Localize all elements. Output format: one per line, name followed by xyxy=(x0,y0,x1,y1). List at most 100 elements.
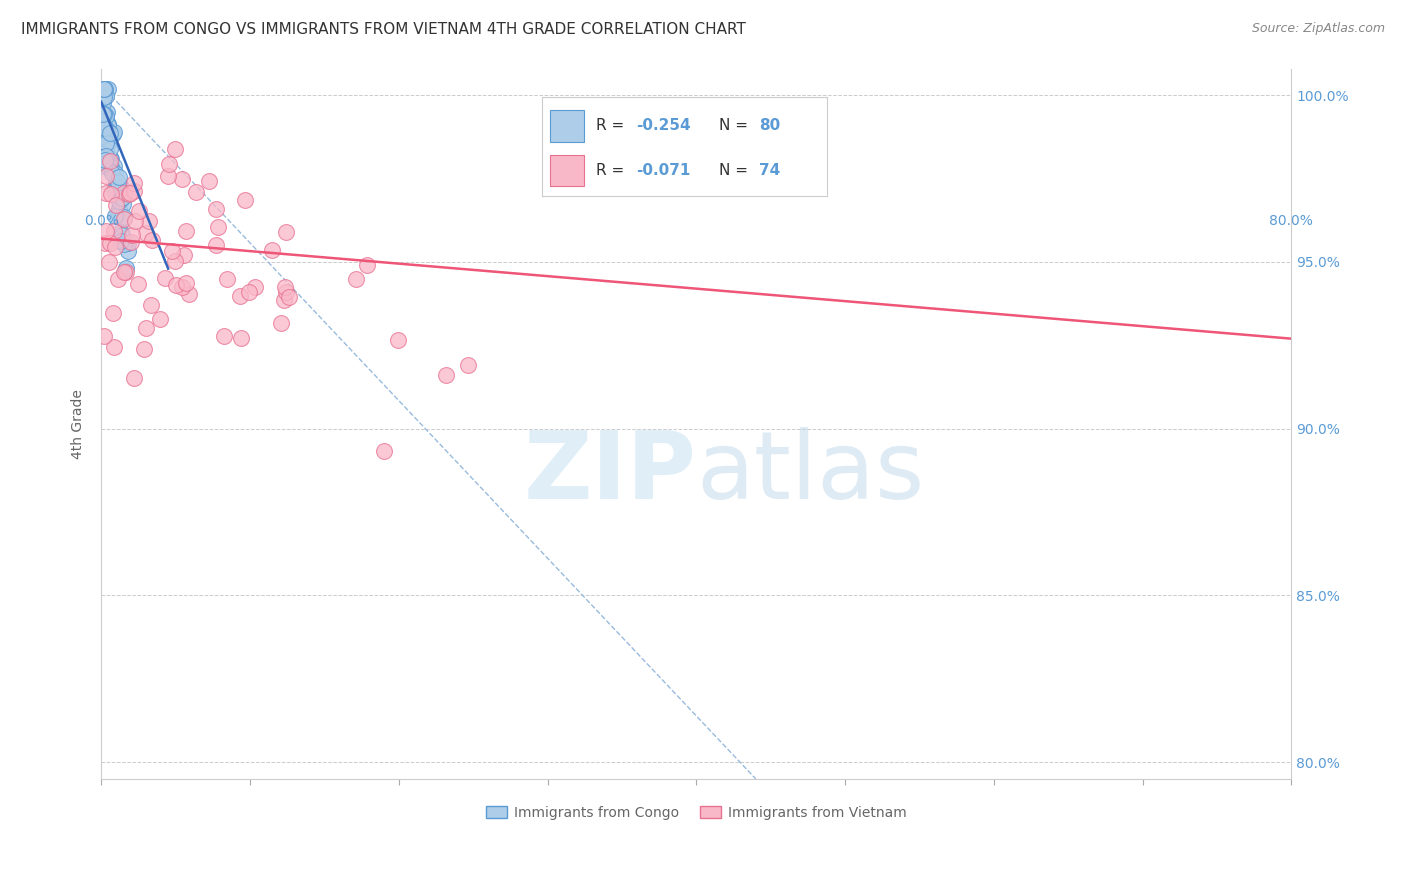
Point xyxy=(120,186,142,200)
Point xyxy=(101,306,124,320)
Point xyxy=(93,81,115,95)
Point xyxy=(104,181,127,195)
Point xyxy=(96,123,118,137)
Point xyxy=(93,90,115,104)
Point xyxy=(198,174,221,188)
Point xyxy=(107,175,129,189)
Point xyxy=(111,181,134,195)
Point xyxy=(107,202,129,217)
Point xyxy=(344,271,367,285)
Point xyxy=(457,359,479,373)
Point xyxy=(127,277,149,292)
Point xyxy=(93,235,115,250)
Point xyxy=(217,272,239,286)
Point xyxy=(110,180,132,194)
Point xyxy=(103,125,125,139)
Point xyxy=(112,186,135,201)
Point xyxy=(93,127,115,141)
Point xyxy=(104,240,127,254)
Point xyxy=(173,248,195,262)
Point xyxy=(104,198,127,212)
Point xyxy=(91,96,114,111)
Point xyxy=(97,120,120,134)
Point xyxy=(107,272,129,286)
Point xyxy=(207,219,229,234)
Point xyxy=(96,160,118,174)
Point xyxy=(103,160,125,174)
Point xyxy=(94,224,117,238)
Point xyxy=(94,149,117,163)
Point xyxy=(96,169,118,183)
Point xyxy=(156,169,179,184)
Text: ZIP: ZIP xyxy=(523,427,696,519)
Point xyxy=(214,329,236,343)
Point xyxy=(120,235,142,249)
Point xyxy=(94,112,117,126)
Point xyxy=(97,118,120,132)
Point xyxy=(93,328,115,343)
Point xyxy=(93,114,115,128)
Point xyxy=(93,107,115,121)
Point xyxy=(174,224,197,238)
Point xyxy=(103,184,125,198)
Point xyxy=(91,146,114,161)
Point xyxy=(112,236,135,251)
Point xyxy=(270,316,292,330)
Point xyxy=(204,237,226,252)
Point xyxy=(165,254,187,268)
Point xyxy=(243,279,266,293)
Point xyxy=(94,153,117,168)
Point xyxy=(114,265,136,279)
Point xyxy=(112,211,135,225)
Point xyxy=(107,205,129,219)
Point xyxy=(135,226,157,240)
Y-axis label: 4th Grade: 4th Grade xyxy=(72,389,86,458)
Point xyxy=(122,371,145,385)
Point xyxy=(155,271,177,285)
Point xyxy=(229,289,252,303)
Point xyxy=(94,136,117,150)
Point xyxy=(117,236,139,251)
Point xyxy=(162,244,184,259)
Point xyxy=(122,184,145,198)
Point xyxy=(110,225,132,239)
Point xyxy=(94,144,117,158)
Point xyxy=(93,119,115,133)
Point xyxy=(274,279,297,293)
Point xyxy=(111,227,134,242)
Point xyxy=(93,81,115,95)
Point xyxy=(94,158,117,172)
Point xyxy=(93,121,115,136)
Point xyxy=(356,258,378,272)
Point xyxy=(97,81,120,95)
Point xyxy=(229,331,252,345)
Point xyxy=(91,112,114,127)
Point xyxy=(141,233,163,247)
Point xyxy=(91,83,114,97)
Point xyxy=(141,298,163,312)
Point xyxy=(112,212,135,227)
Point xyxy=(107,188,129,202)
Point xyxy=(91,90,114,104)
Point xyxy=(97,124,120,138)
Point xyxy=(104,166,127,180)
Point xyxy=(177,286,200,301)
Point xyxy=(94,81,117,95)
Point xyxy=(274,225,297,239)
Point xyxy=(103,224,125,238)
Point xyxy=(128,204,150,219)
Point xyxy=(104,210,127,224)
Point xyxy=(163,142,186,156)
Point xyxy=(149,311,172,326)
Point xyxy=(91,106,114,120)
Point xyxy=(274,285,297,299)
Point xyxy=(238,285,260,299)
Point xyxy=(387,333,409,347)
Point xyxy=(100,160,122,174)
Point xyxy=(98,235,121,250)
Point xyxy=(111,191,134,205)
Point xyxy=(111,197,134,211)
Point xyxy=(98,154,121,169)
Point xyxy=(108,194,131,209)
Point xyxy=(184,185,207,199)
